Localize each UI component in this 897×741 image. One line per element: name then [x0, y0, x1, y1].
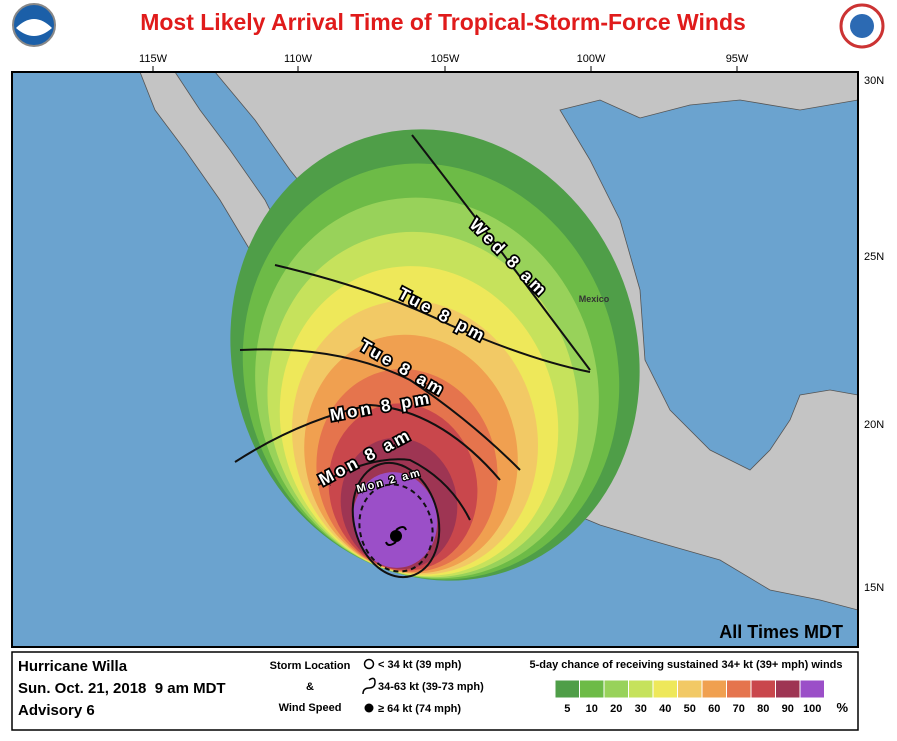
colorbar-unit: %	[837, 700, 849, 715]
legend-item: ≥ 64 kt (74 mph)	[378, 703, 461, 715]
colorbar-label: 100	[803, 703, 821, 715]
longitude-label: 105W	[431, 53, 460, 65]
legend-heading: Wind Speed	[279, 702, 342, 714]
colorbar-label: 60	[708, 703, 720, 715]
colorbar-swatch	[579, 679, 605, 699]
longitude-label: 115W	[139, 53, 168, 65]
title: Most Likely Arrival Time of Tropical-Sto…	[140, 9, 746, 35]
latitude-label: 25N	[864, 251, 884, 263]
colorbar-label: 50	[684, 703, 696, 715]
times-note: All Times MDT	[719, 622, 843, 642]
colorbar-label: 80	[757, 703, 769, 715]
probability-area	[352, 472, 438, 568]
map: Mexico Wed 8 am Tue 8 pm Tue 8 am Mon 8 …	[12, 72, 858, 647]
colorbar-title: 5-day chance of receiving sustained 34+ …	[530, 659, 843, 671]
colorbar-label: 30	[635, 703, 647, 715]
colorbar-swatch	[750, 679, 776, 699]
place-label: Mexico	[579, 294, 610, 304]
symbol-storm	[362, 677, 376, 695]
longitude-label: 100W	[577, 53, 606, 65]
colorbar-swatch	[628, 679, 654, 699]
colorbar-label: 70	[733, 703, 745, 715]
legend-joiner: &	[306, 681, 314, 693]
colorbar-label: 10	[586, 703, 598, 715]
nws-logo	[839, 3, 885, 49]
map-frame	[11, 71, 859, 648]
latitude-label: 20N	[864, 419, 884, 431]
legend-item: 34-63 kt (39-73 mph)	[378, 681, 484, 693]
colorbar-label: 90	[782, 703, 794, 715]
longitude-label: 95W	[726, 53, 749, 65]
colorbar-label: 20	[610, 703, 622, 715]
colorbar-swatch	[701, 679, 727, 699]
colorbar-swatch	[652, 679, 678, 699]
storm-symbol	[385, 526, 407, 546]
symbol-weak	[363, 658, 375, 670]
storm-name: Hurricane Willa	[18, 658, 128, 675]
colorbar-label: 40	[659, 703, 671, 715]
noaa-logo	[12, 3, 56, 47]
longitude-label: 110W	[284, 53, 313, 65]
colorbar-swatch	[799, 679, 825, 699]
storm-date: Sun. Oct. 21, 2018 9 am MDT	[18, 680, 226, 697]
colorbar-label: 5	[564, 703, 570, 715]
colorbar-swatch	[677, 679, 703, 699]
legend-item: < 34 kt (39 mph)	[378, 659, 462, 671]
colorbar-swatch	[726, 679, 752, 699]
colorbar-swatch	[775, 679, 801, 699]
latitude-label: 15N	[864, 582, 884, 594]
colorbar-swatch	[603, 679, 629, 699]
colorbar-swatch	[554, 679, 580, 699]
legend-heading: Storm Location	[270, 660, 351, 672]
storm-advisory: Advisory 6	[18, 702, 95, 719]
symbol-hurricane	[364, 703, 374, 713]
latitude-label: 30N	[864, 75, 884, 87]
